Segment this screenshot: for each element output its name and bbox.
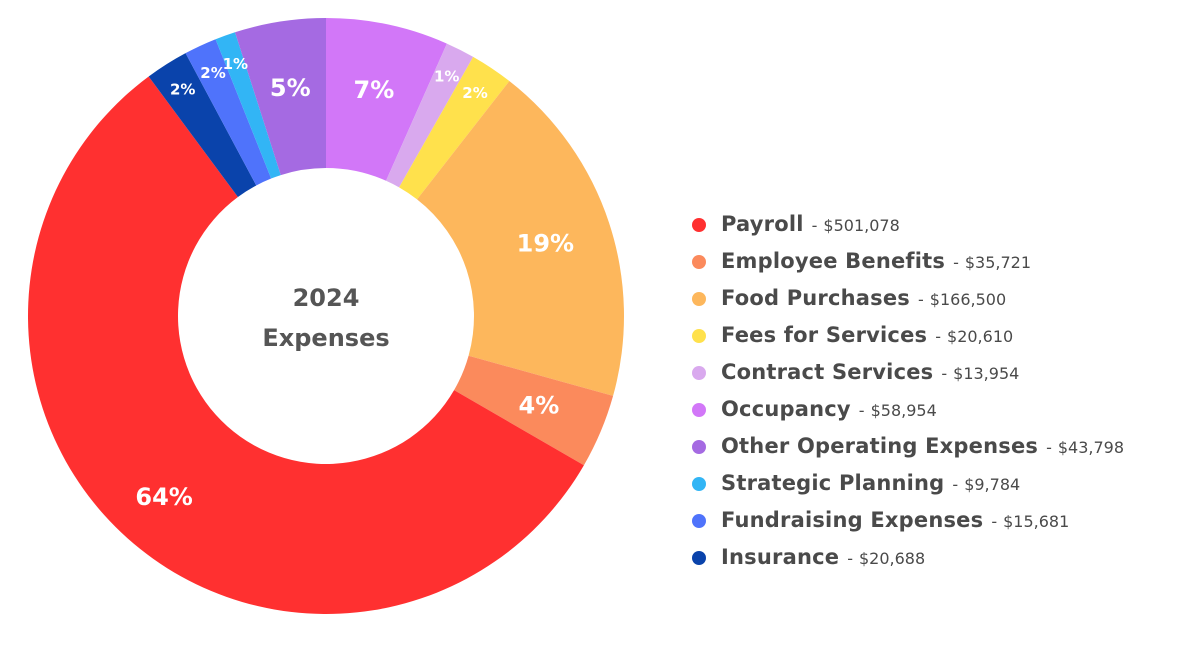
legend-amount: $13,954 — [953, 364, 1020, 383]
slice-labels: 7% 1%2%19%4%64%2%2%1%5% — [135, 55, 574, 511]
legend-amount: $20,688 — [858, 549, 926, 568]
donut-slices — [27, 18, 624, 615]
slice-label-occupancy: 7% — [354, 76, 395, 104]
legend-item-fundraising-expenses: Fundraising Expenses - $15,681 — [692, 508, 1192, 545]
legend-item-contract-services: Contract Services - $13,954 — [692, 360, 1192, 397]
legend-amount: $20,610 — [947, 327, 1014, 346]
legend-separator: - — [941, 364, 948, 383]
slice-label-payroll: 64% — [135, 483, 192, 511]
legend-label: Strategic Planning — [721, 471, 945, 495]
legend-separator: - — [953, 253, 959, 272]
legend-label: Fees for Services — [721, 323, 928, 347]
legend-swatch — [692, 403, 706, 417]
slice-label-contract-services: 1% — [434, 68, 459, 86]
chart-title-line-1: 2024 — [293, 284, 360, 312]
slice-occupancy — [326, 18, 447, 181]
slice-food-purchases — [417, 81, 624, 396]
slice-contract-services — [386, 43, 474, 188]
legend-label: Employee Benefits — [721, 249, 946, 273]
legend-separator: - — [811, 216, 818, 235]
legend-label: Food Purchases — [721, 286, 911, 310]
legend-label: Fundraising Expenses — [721, 508, 984, 532]
legend-item-payroll: Payroll - $501,078 — [692, 212, 1192, 249]
slice-label-insurance: 2% — [170, 81, 195, 99]
legend-item-other-operating-expenses: Other Operating Expenses - $43,798 — [692, 434, 1192, 471]
legend-label: Other Operating Expenses — [721, 434, 1039, 458]
legend-swatch — [692, 255, 706, 269]
slice-strategic-planning — [215, 32, 281, 179]
legend-swatch — [692, 477, 706, 491]
legend-swatch — [692, 366, 706, 380]
legend-separator: - — [1046, 438, 1052, 457]
legend-label: Insurance — [721, 545, 840, 569]
chart-legend: Payroll - $501,078 Employee Benefits - $35,72… — [692, 212, 1192, 582]
legend-amount: $35,721 — [964, 253, 1032, 272]
legend-item-insurance: Insurance - $20,688 — [692, 545, 1192, 582]
legend-label: Occupancy — [721, 397, 851, 421]
slice-payroll — [27, 76, 584, 615]
legend-item-occupancy: Occupancy - $58,954 — [692, 397, 1192, 434]
legend-swatch — [692, 440, 706, 454]
legend-item-food-purchases: Food Purchases - $166,500 — [692, 286, 1192, 323]
legend-separator: - — [935, 327, 942, 346]
slice-label-employee-benefits: 4% — [519, 392, 560, 420]
slice-label-fundraising-expenses: 2% — [200, 64, 225, 82]
slice-label-other-operating-expenses: 5% — [270, 74, 311, 102]
legend-separator: - — [858, 401, 865, 420]
slice-insurance — [148, 53, 257, 198]
slice-fundraising-expenses — [185, 39, 272, 186]
legend-swatch — [692, 218, 706, 232]
legend-amount: $166,500 — [929, 290, 1007, 309]
legend-label: Payroll — [721, 212, 804, 236]
legend-amount: $58,954 — [870, 401, 937, 420]
legend-amount: $15,681 — [1003, 512, 1070, 531]
slice-label-food-purchases: 19% — [517, 230, 574, 258]
legend-amount: $9,784 — [964, 475, 1021, 494]
legend-item-employee-benefits: Employee Benefits - $35,721 — [692, 249, 1192, 286]
legend-item-fees-for-services: Fees for Services - $20,610 — [692, 323, 1192, 360]
legend-separator: - — [847, 549, 853, 568]
slice-label-strategic-planning: 1% — [223, 55, 248, 73]
legend-separator: - — [918, 290, 924, 309]
legend-amount: $43,798 — [1057, 438, 1125, 457]
legend-swatch — [692, 514, 706, 528]
slice-label-fees-for-services: 2% — [462, 84, 487, 102]
legend-separator: - — [952, 475, 959, 494]
slice-other-operating-expenses — [234, 18, 326, 176]
legend-separator: - — [991, 512, 998, 531]
slice-fees-for-services — [399, 56, 510, 200]
slice-employee-benefits — [454, 355, 614, 466]
legend-item-strategic-planning: Strategic Planning - $9,784 — [692, 471, 1192, 508]
legend-label: Contract Services — [721, 360, 934, 384]
legend-swatch — [692, 329, 706, 343]
legend-swatch — [692, 292, 706, 306]
chart-title-line-2: Expenses — [262, 324, 389, 352]
legend-amount: $501,078 — [823, 216, 900, 235]
legend-swatch — [692, 551, 706, 565]
donut-chart: 7% 1%2%19%4%64%2%2%1%5% 2024 Expenses — [27, 18, 624, 615]
